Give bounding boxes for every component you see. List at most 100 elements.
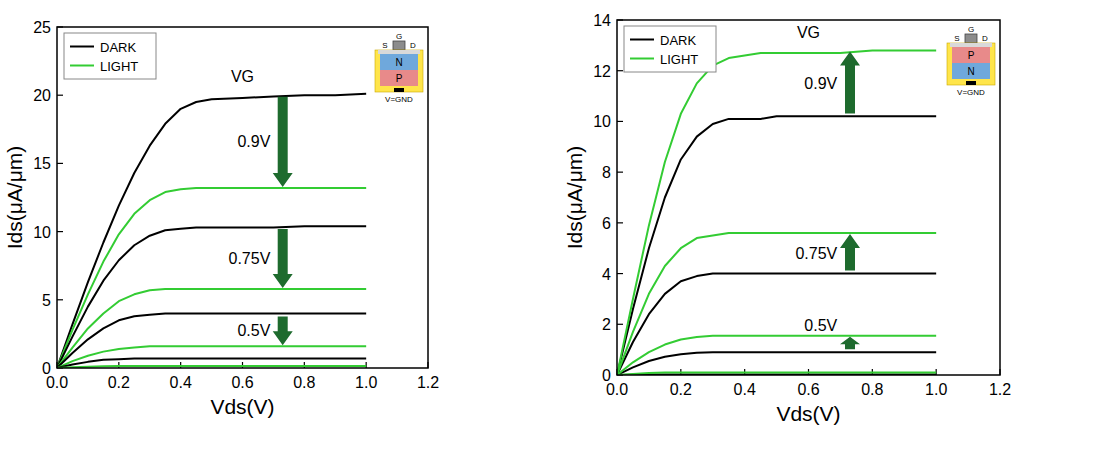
inset-contact (394, 88, 404, 92)
y-tick-label: 10 (593, 113, 611, 130)
inset-frame (947, 43, 995, 85)
inset-gate (965, 34, 977, 43)
y-tick-label: 10 (33, 224, 51, 241)
y-tick (617, 121, 623, 122)
inset-gate (393, 41, 405, 50)
x-tick-label: 0.2 (670, 381, 692, 398)
inset-layer-label: N (967, 66, 974, 77)
curve (617, 274, 936, 375)
legend-box (64, 33, 156, 79)
x-tick-label: 1.0 (925, 381, 947, 398)
x-tick-label: 0.8 (293, 374, 315, 391)
y-tick-label: 15 (33, 155, 51, 172)
x-axis-title: Vds(V) (210, 395, 274, 418)
level-label: 0.9V (237, 133, 270, 150)
level-label: 0.75V (795, 245, 837, 262)
panel: 0.00.20.40.60.81.01.202468101214Vds(V)Id… (563, 12, 1012, 425)
curves (57, 94, 366, 368)
y-tick (617, 273, 623, 274)
y-tick-label: 4 (602, 266, 611, 283)
panel: 0.00.20.40.60.81.01.20510152025Vds(V)Ids… (3, 19, 440, 418)
x-tick-label: 1.2 (989, 381, 1011, 398)
inset-layer (380, 70, 418, 86)
inset-ground-label: V=GND (385, 95, 413, 104)
annotation-heading: VG (797, 24, 820, 41)
y-tick-label: 6 (602, 215, 611, 232)
legend: DARK LIGHT (64, 33, 156, 79)
y-tick-label: 2 (602, 316, 611, 333)
change-arrow (840, 51, 860, 113)
y-tick (617, 70, 623, 71)
inset-gate-label: G (396, 32, 402, 41)
annotation-heading: VG (231, 68, 254, 85)
figure: 0.00.20.40.60.81.01.20510152025Vds(V)Ids… (0, 0, 1098, 468)
change-arrow (840, 234, 860, 271)
y-tick-label: 12 (593, 63, 611, 80)
device-inset: GSDPNV=GND (947, 25, 995, 97)
y-tick-label: 0 (602, 367, 611, 384)
y-tick-label: 20 (33, 87, 51, 104)
curve (57, 313, 366, 368)
inset-drain-label: D (410, 41, 416, 50)
inset-layer (380, 54, 418, 70)
level-label: 0.9V (804, 75, 837, 92)
x-tick-label: 1.2 (417, 374, 439, 391)
curve (57, 289, 366, 368)
legend: DARKLIGHT (624, 26, 716, 72)
x-tick-label: 1.0 (355, 374, 377, 391)
inset-oxide (950, 43, 992, 47)
curve (57, 94, 366, 368)
y-axis-title: Ids(μA/μm) (3, 146, 26, 250)
level-label: 0.75V (229, 250, 271, 267)
inset-layer-label: P (396, 73, 403, 84)
y-tick (57, 95, 63, 96)
inset-frame (375, 50, 423, 92)
legend-swatch (630, 58, 654, 60)
curves (617, 50, 936, 375)
level-label: 0.5V (804, 317, 837, 334)
inset-gate-label: G (968, 25, 974, 34)
device-inset: GS DNP V=GND (375, 32, 423, 104)
inset-layer (952, 63, 990, 79)
curve (617, 233, 936, 375)
x-tick-label: 0.4 (734, 381, 756, 398)
change-arrow (840, 337, 860, 350)
inset-source-label: S (954, 34, 959, 43)
y-tick-label: 0 (42, 360, 51, 377)
x-tick-label: 0.4 (170, 374, 192, 391)
x-axis-title: Vds(V) (776, 402, 840, 425)
x-tick-label: 0.2 (108, 374, 130, 391)
legend-box (624, 26, 716, 72)
curve (617, 50, 936, 375)
y-tick (617, 222, 623, 223)
inset-oxide (378, 50, 420, 54)
y-tick-label: 8 (602, 164, 611, 181)
change-arrow (273, 316, 293, 345)
y-tick (617, 172, 623, 173)
change-arrow (273, 229, 293, 288)
curve (617, 116, 936, 375)
inset-source-label: S (382, 41, 387, 50)
y-tick (57, 163, 63, 164)
legend-swatch (630, 39, 654, 41)
legend-label: DARK (660, 33, 696, 48)
x-tick-label: 0.8 (861, 381, 883, 398)
plot-frame (617, 20, 1000, 375)
inset-ground-label: V=GND (957, 88, 985, 97)
curve (57, 346, 366, 368)
curve (617, 336, 936, 375)
y-axis-title: Ids(μA/μm) (563, 146, 586, 250)
legend-swatch (70, 46, 94, 48)
x-tick-label: 0.6 (231, 374, 253, 391)
y-tick-label: 5 (42, 292, 51, 309)
legend-label: LIGHT (100, 59, 138, 74)
y-tick (57, 231, 63, 232)
y-tick-label: 25 (33, 19, 51, 36)
y-tick (57, 299, 63, 300)
change-arrow (273, 97, 293, 187)
inset-contact (966, 81, 976, 85)
curve (57, 188, 366, 368)
inset-layer-label: N (395, 57, 402, 68)
plot-frame (57, 27, 428, 368)
legend-label: DARK (100, 40, 136, 55)
